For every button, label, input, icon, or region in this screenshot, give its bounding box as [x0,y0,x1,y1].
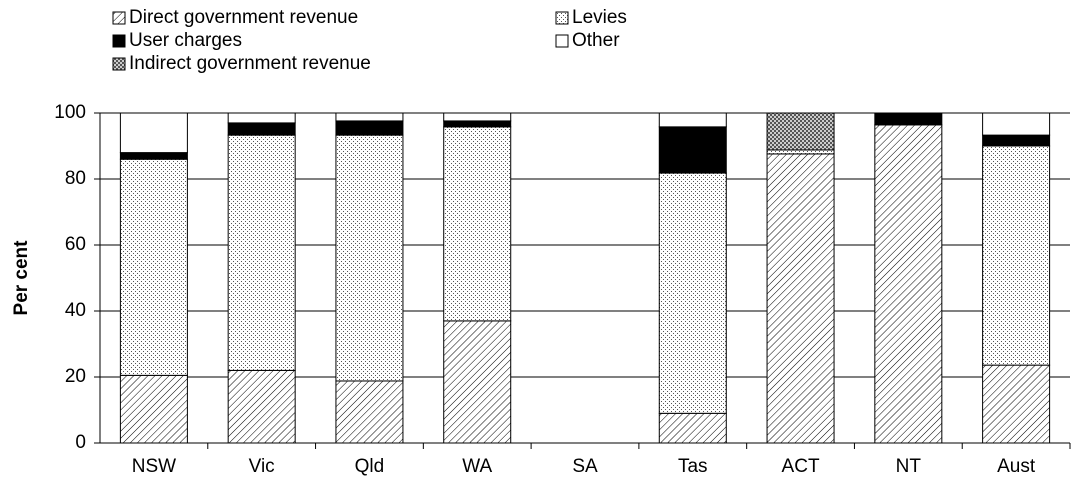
bar-segment [658,172,727,414]
legend-swatch [555,34,569,48]
bar-segment [335,120,404,136]
y-tick-label: 60 [65,234,86,255]
bar-segment [335,134,404,382]
bar-segment [443,112,512,122]
bar-segment [119,152,188,160]
y-tick-label: 80 [65,168,86,189]
bar-segment [658,112,727,128]
bar-segment [982,145,1051,366]
bar-segment [982,112,1051,136]
legend-label: User charges [129,30,242,51]
legend-label: Levies [572,7,627,28]
bar-segment [119,374,188,444]
bar-segment [658,412,727,444]
bar-segment [119,112,188,154]
bar-segment [443,126,512,322]
x-tick-label: SA [572,456,598,477]
legend-label: Other [572,30,620,51]
bar-segment [119,158,188,376]
bar-segment [227,122,296,136]
bar-segment [227,134,296,371]
bar-segment [982,364,1051,444]
y-tick-label: 20 [65,366,86,387]
bar-segment [766,112,835,151]
legend-swatch [112,11,126,25]
bar-segment [227,112,296,124]
y-tick-label: 40 [65,300,86,321]
bar-segment [335,380,404,444]
legend-swatch [112,57,126,71]
x-tick-label: Aust [997,456,1036,477]
x-tick-label: NSW [132,456,176,477]
bar-segment [658,126,727,174]
bar-segment [335,112,404,122]
x-tick-label: Qld [355,456,385,477]
x-tick-label: Tas [678,456,708,477]
legend-swatch [112,34,126,48]
bar-segment [227,369,296,444]
bar-segment [982,134,1051,147]
x-tick-label: NT [896,456,922,477]
bar-segment [874,124,943,444]
bar-segment [766,149,835,155]
x-tick-label: Vic [249,456,275,477]
x-tick-label: WA [462,456,492,477]
bar-segment [443,320,512,444]
bar-segment [874,112,943,126]
x-tick-label: ACT [782,456,820,477]
y-axis-label: Per cent [11,240,32,316]
y-tick-label: 0 [75,432,86,453]
y-tick-label: 100 [54,102,86,123]
bar-segment [766,153,835,444]
legend-label: Indirect government revenue [129,53,371,74]
legend-label: Direct government revenue [129,7,358,28]
legend-swatch [555,11,569,25]
bar-segment [443,120,512,128]
